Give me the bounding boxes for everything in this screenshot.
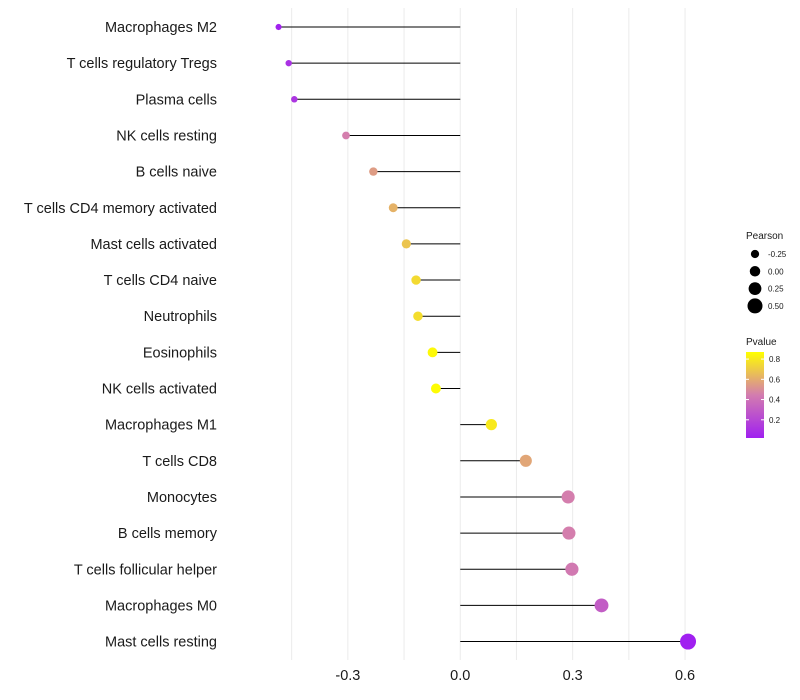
size-legend-label: 0.50 — [768, 302, 784, 311]
point-macrophages-m1 — [485, 419, 497, 431]
category-label: NK cells resting — [116, 128, 217, 144]
x-tick-label: 0.0 — [450, 668, 470, 684]
color-legend: Pvalue 0.2 0.4 0.6 0.8 — [746, 337, 781, 438]
category-label: Macrophages M1 — [105, 418, 217, 434]
color-legend-label: 0.6 — [769, 375, 781, 384]
size-legend-label: 0.00 — [768, 267, 784, 276]
color-legend-label: 0.8 — [769, 355, 781, 364]
grid-layer — [291, 8, 686, 660]
x-tick-label: 0.6 — [675, 668, 695, 684]
point-layer — [275, 23, 697, 650]
category-label: T cells regulatory Tregs — [67, 56, 217, 72]
point-nk-cells-resting — [342, 131, 350, 140]
category-label: T cells CD8 — [142, 454, 217, 470]
point-monocytes — [561, 490, 575, 504]
size-legend-key — [748, 282, 762, 295]
point-mast-cells-resting — [680, 633, 697, 650]
x-tick-label: 0.3 — [563, 668, 583, 684]
category-label: Neutrophils — [144, 309, 217, 325]
size-legend-key — [747, 298, 763, 314]
size-legend-label: 0.25 — [768, 285, 784, 294]
size-legend-label: -0.25 — [768, 250, 787, 259]
point-b-cells-memory — [562, 526, 576, 540]
x-tick-label: -0.3 — [335, 668, 360, 684]
point-t-cells-follicular-helper — [565, 562, 579, 576]
point-macrophages-m0 — [594, 598, 609, 613]
category-label: T cells follicular helper — [74, 562, 217, 578]
color-legend-label: 0.2 — [769, 416, 781, 425]
size-legend-title: Pearson — [746, 231, 783, 242]
point-macrophages-m2 — [275, 23, 282, 31]
category-label: B cells naive — [136, 165, 217, 181]
category-label: T cells CD4 memory activated — [24, 201, 217, 217]
category-label: NK cells activated — [102, 382, 217, 398]
size-legend-key — [750, 249, 760, 259]
color-legend-bar — [746, 352, 764, 438]
point-plasma-cells — [291, 96, 298, 103]
point-nk-cells-activated — [430, 383, 441, 394]
size-legend: Pearson -0.25 0.00 0.25 0.50 — [746, 231, 787, 314]
category-label: Macrophages M0 — [105, 598, 217, 614]
point-t-cells-regulatory-tregs — [285, 59, 292, 67]
stem-layer — [278, 26, 689, 643]
category-label: Macrophages M2 — [105, 20, 217, 36]
category-label: Mast cells resting — [105, 635, 217, 651]
color-legend-label: 0.4 — [769, 396, 781, 405]
category-labels: Macrophages M2 T cells regulatory Tregs Pl… — [24, 20, 218, 651]
point-t-cells-cd4-memory-activated — [388, 203, 398, 213]
category-label: Plasma cells — [136, 92, 217, 108]
point-mast-cells-activated — [401, 239, 411, 249]
category-label: T cells CD4 naive — [104, 273, 217, 289]
category-label: Mast cells activated — [90, 237, 217, 253]
point-b-cells-naive — [369, 167, 378, 176]
color-legend-title: Pvalue — [746, 337, 777, 348]
category-label: Monocytes — [147, 490, 217, 506]
point-eosinophils — [427, 347, 438, 358]
point-neutrophils — [413, 311, 423, 321]
size-legend-key — [749, 266, 761, 277]
category-label: Eosinophils — [143, 345, 217, 361]
point-t-cells-cd8 — [519, 454, 532, 467]
x-axis-ticks: -0.3 0.0 0.3 0.6 — [335, 668, 695, 684]
category-label: B cells memory — [118, 526, 218, 542]
point-t-cells-cd4-naive — [411, 275, 421, 285]
